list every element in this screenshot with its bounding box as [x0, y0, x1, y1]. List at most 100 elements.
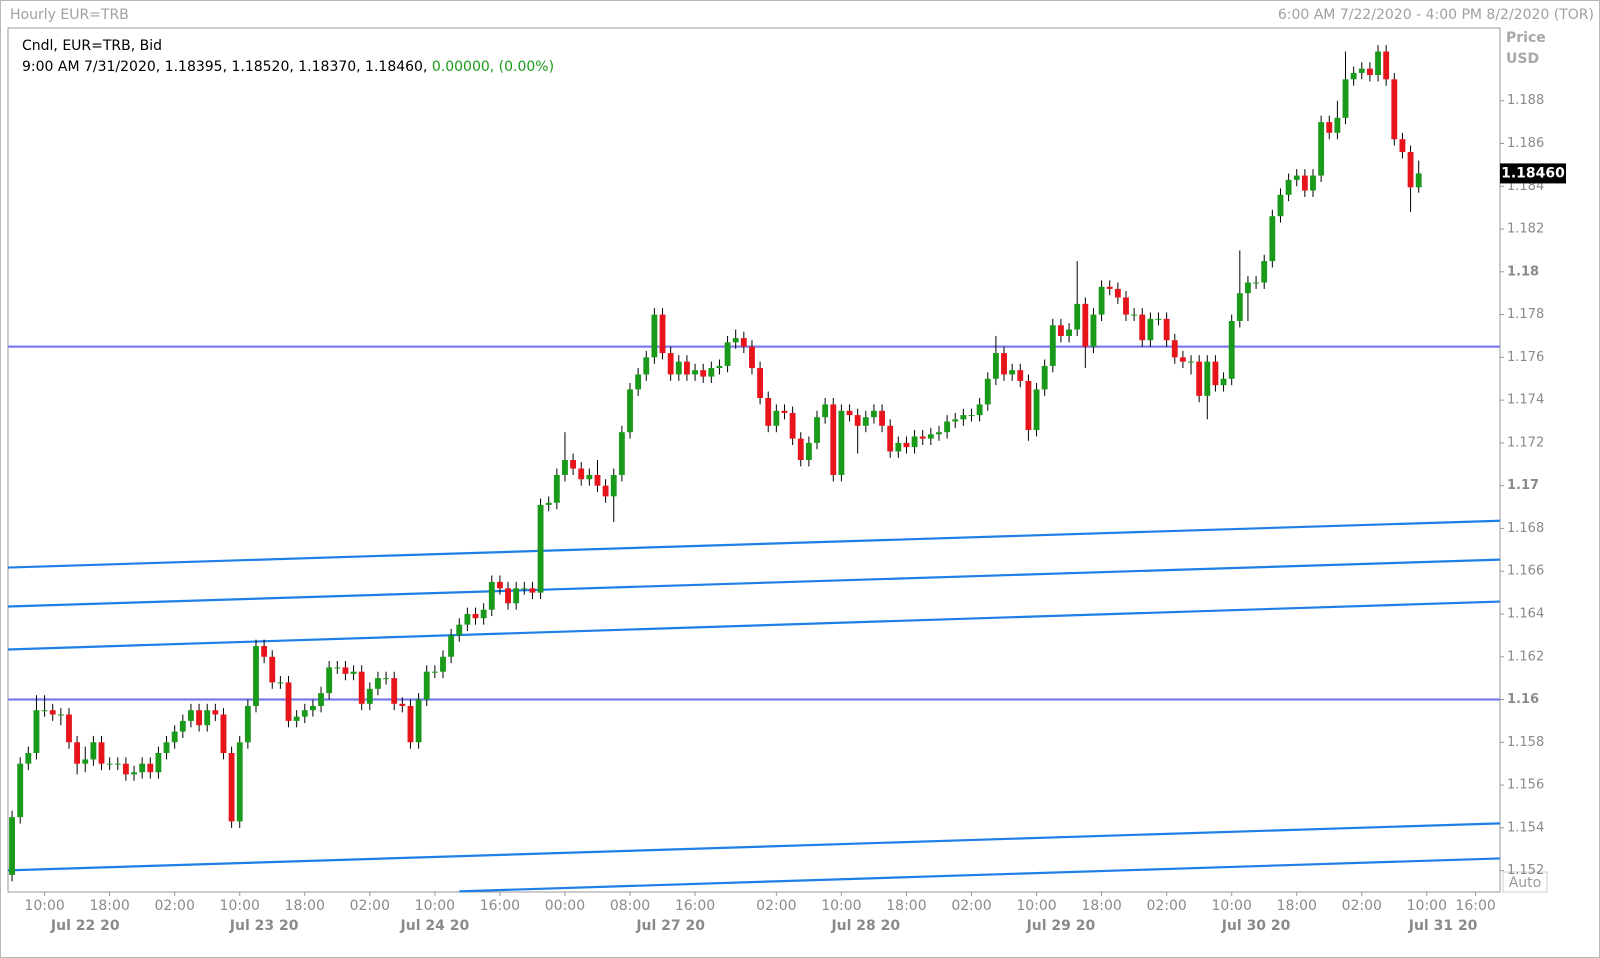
candle	[529, 581, 536, 600]
y-tick-label: 1.156	[1507, 778, 1544, 793]
y-tick-label: 1.182	[1507, 222, 1544, 237]
candle-body	[1139, 314, 1146, 341]
candle-body	[513, 588, 520, 604]
scale-mode[interactable]: Auto	[1509, 875, 1542, 891]
candle	[147, 757, 154, 779]
x-tick-label: 10:00	[821, 898, 861, 914]
candle-body	[66, 714, 72, 743]
candle-body	[171, 731, 178, 743]
x-tick-label: 10:00	[1212, 898, 1252, 914]
candle	[1204, 355, 1211, 420]
candle-body	[114, 763, 121, 765]
candle	[488, 575, 495, 617]
x-tick-label: 02:00	[155, 898, 195, 914]
candle	[862, 410, 869, 433]
candle	[269, 650, 276, 689]
y-tick-label: 1.18	[1507, 264, 1539, 279]
candle	[1155, 312, 1162, 326]
candle-body	[976, 404, 983, 416]
y-tick-label: 1.164	[1507, 606, 1544, 621]
candle-body	[570, 460, 577, 469]
candle	[1066, 323, 1072, 343]
candle-body	[992, 353, 999, 379]
candle	[1334, 100, 1341, 140]
candle-body	[814, 417, 820, 443]
candle	[253, 639, 259, 713]
candle	[90, 735, 97, 766]
candle-body	[488, 581, 495, 610]
candle-body	[358, 671, 365, 704]
candle	[334, 661, 341, 674]
candle	[1058, 318, 1064, 343]
candle	[1350, 66, 1357, 86]
candle	[944, 415, 951, 439]
candle-body	[610, 474, 617, 497]
candle	[496, 575, 503, 595]
candle	[1236, 250, 1243, 328]
candle-body	[1293, 175, 1300, 180]
candle-body	[1025, 380, 1032, 431]
candle	[131, 765, 137, 781]
candle	[366, 682, 373, 711]
candle-body	[1171, 340, 1178, 358]
x-tick-label: 18:00	[1277, 898, 1317, 914]
candle-body	[163, 742, 170, 753]
candle	[667, 346, 674, 381]
candle	[1082, 297, 1089, 369]
candle-body	[594, 474, 601, 486]
candle	[472, 607, 479, 625]
candle-body	[675, 361, 682, 375]
candle	[82, 746, 89, 773]
date-label: Jul 28 20	[830, 918, 900, 934]
candle	[440, 650, 446, 679]
candle-body	[651, 314, 658, 358]
candle	[1415, 160, 1422, 193]
candle	[749, 340, 755, 375]
x-tick-label: 02:00	[951, 898, 991, 914]
candle-body	[285, 682, 292, 721]
candle-body	[1114, 288, 1121, 298]
candle-body	[667, 353, 674, 375]
y-tick-label: 1.152	[1507, 863, 1544, 878]
candle	[49, 703, 56, 721]
candle-body	[984, 378, 991, 405]
candle-body	[342, 667, 349, 674]
candle	[919, 430, 926, 446]
candle	[1358, 62, 1365, 80]
candle	[846, 404, 853, 422]
trend-line	[7, 600, 1501, 651]
candle	[610, 468, 617, 523]
candle-body	[57, 714, 64, 716]
candle-body	[1090, 314, 1097, 347]
candle-body	[236, 742, 243, 822]
candle	[9, 810, 15, 882]
candle	[1017, 363, 1024, 388]
candle-body	[740, 338, 747, 347]
trend-line	[7, 519, 1501, 569]
candle-body	[1017, 370, 1024, 381]
scale-mode-box[interactable]	[1502, 871, 1548, 893]
candle	[25, 746, 32, 771]
trend-line	[7, 558, 1501, 608]
candle-body	[545, 502, 552, 505]
candle-body	[1041, 365, 1048, 390]
x-tick-label: 18:00	[89, 898, 129, 914]
candle	[1106, 280, 1113, 296]
candle-body	[106, 763, 113, 765]
candle	[204, 703, 211, 732]
plot-frame	[7, 27, 1501, 893]
candle	[293, 710, 300, 728]
candle-body	[944, 421, 951, 433]
candle	[936, 425, 942, 441]
candle	[1366, 62, 1373, 82]
candle	[139, 757, 146, 779]
candle	[757, 361, 764, 405]
candle-body	[155, 752, 162, 773]
candle	[830, 397, 837, 482]
candle-body	[553, 474, 560, 503]
candle-body	[423, 671, 430, 700]
candle-body	[749, 346, 755, 369]
candle-body	[196, 710, 203, 726]
candle	[602, 479, 609, 503]
